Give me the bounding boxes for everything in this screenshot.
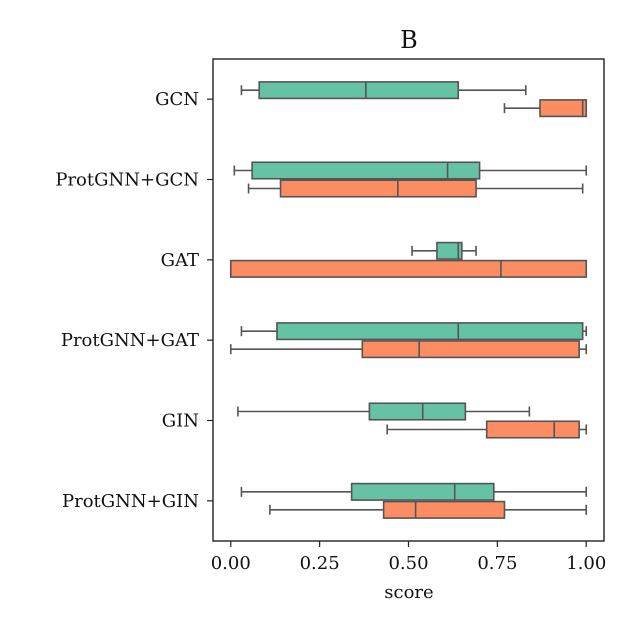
y-axis: GCN ProtGNN+GCN GAT ProtGNN+GAT GIN ProtGNN+G… (55, 89, 213, 512)
y-tick-label: ProtGNN+GCN (55, 170, 199, 191)
iqr-box (485, 420, 580, 439)
iqr-box (279, 179, 477, 198)
iqr-box (368, 402, 467, 421)
iqr-box (229, 259, 588, 278)
x-tick-label: 0.50 (388, 553, 428, 574)
plot-frame (212, 58, 605, 542)
iqr-box (539, 99, 588, 118)
y-tick-label: ProtGNN+GAT (61, 330, 199, 351)
box-series-orange-1 (247, 179, 584, 198)
iqr-box (382, 500, 506, 519)
box-series-orange-4 (386, 420, 588, 439)
box-series-orange-2 (229, 259, 588, 278)
box-series-teal-3 (240, 322, 588, 341)
x-tick-label: 0.00 (211, 553, 251, 574)
iqr-box (258, 81, 460, 100)
y-tick-label: ProtGNN+GIN (62, 491, 199, 512)
x-axis: 0.00 0.25 0.50 0.75 1.00 (211, 541, 606, 574)
box-series-teal-5 (240, 482, 588, 501)
x-axis-label: score (384, 582, 433, 603)
boxes-layer (229, 81, 588, 519)
iqr-box (251, 161, 481, 180)
y-tick-label: GCN (155, 89, 199, 110)
y-tick-label: GAT (161, 250, 199, 271)
iqr-box (361, 340, 580, 359)
box-series-orange-0 (503, 99, 588, 118)
x-tick-label: 0.25 (300, 553, 340, 574)
iqr-box (350, 482, 495, 501)
iqr-box (436, 241, 463, 260)
iqr-box (276, 322, 584, 341)
box-series-teal-0 (240, 81, 527, 100)
x-tick-label: 1.00 (566, 553, 606, 574)
x-tick-label: 0.75 (477, 553, 517, 574)
chart-title: B (400, 26, 418, 54)
box-series-orange-3 (229, 340, 588, 359)
box-series-teal-1 (233, 161, 588, 180)
box-series-orange-5 (269, 500, 588, 519)
y-tick-label: GIN (162, 411, 199, 432)
box-series-teal-4 (237, 402, 531, 421)
box-series-teal-2 (411, 241, 477, 260)
